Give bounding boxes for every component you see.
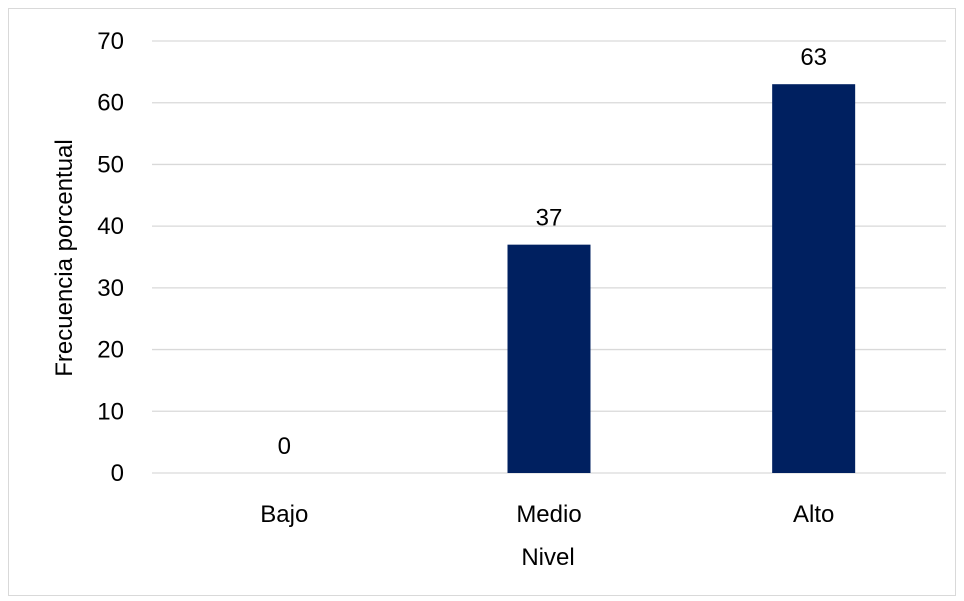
y-tick-label: 0 xyxy=(111,460,124,487)
y-tick-label: 60 xyxy=(97,90,124,117)
data-label-bajo: 0 xyxy=(278,433,291,460)
x-tick-label-bajo: Bajo xyxy=(260,501,308,528)
x-tick-label-medio: Medio xyxy=(516,501,581,528)
x-axis-ticks: Bajo Medio Alto xyxy=(260,501,834,528)
y-tick-label: 10 xyxy=(97,398,124,425)
x-tick-label-alto: Alto xyxy=(793,501,834,528)
data-label-alto: 63 xyxy=(800,44,827,71)
y-tick-label: 40 xyxy=(97,213,124,240)
y-axis-title: Frecuencia porcentual xyxy=(51,139,78,376)
y-tick-label: 30 xyxy=(97,275,124,302)
data-labels: 0 37 63 xyxy=(278,44,827,460)
y-tick-label: 70 xyxy=(97,28,124,55)
y-tick-label: 20 xyxy=(97,337,124,364)
y-tick-label: 50 xyxy=(97,151,124,178)
data-label-medio: 37 xyxy=(536,205,563,232)
y-axis-ticks: 0 10 20 30 40 50 60 70 xyxy=(97,28,124,487)
x-axis-title: Nivel xyxy=(521,544,574,571)
bar-medio xyxy=(507,244,591,473)
bar-alto xyxy=(772,84,856,473)
bars xyxy=(507,84,856,473)
